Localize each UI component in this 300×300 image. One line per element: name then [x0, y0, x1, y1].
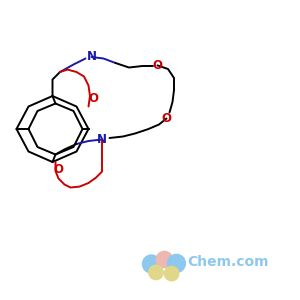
Circle shape	[149, 265, 163, 280]
Text: O: O	[53, 163, 64, 176]
Circle shape	[142, 255, 160, 273]
Text: O: O	[152, 59, 163, 72]
Text: N: N	[86, 50, 97, 64]
Text: O: O	[88, 92, 98, 106]
Text: Chem.com: Chem.com	[188, 256, 269, 269]
Text: N: N	[97, 133, 107, 146]
Text: O: O	[161, 112, 172, 125]
Circle shape	[164, 266, 179, 281]
Circle shape	[167, 254, 185, 272]
Circle shape	[156, 251, 172, 268]
